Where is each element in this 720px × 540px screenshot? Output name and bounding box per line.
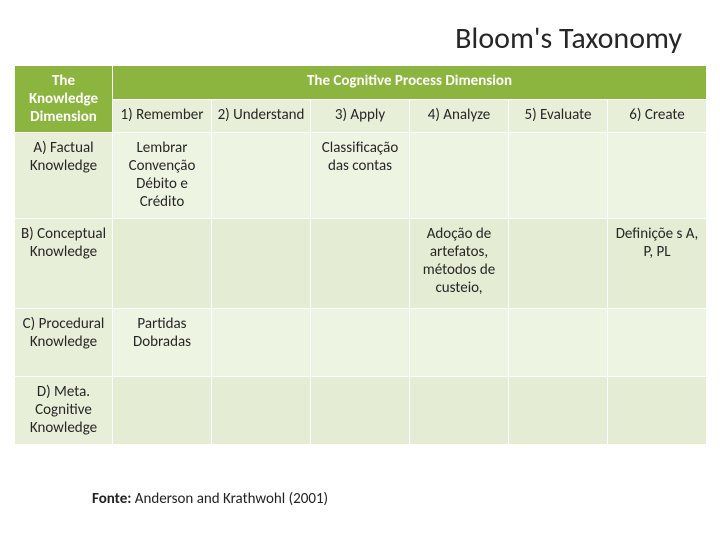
- cell: [113, 377, 212, 445]
- cell: [311, 219, 410, 309]
- col-create: 6) Create: [608, 99, 707, 133]
- knowledge-dimension-header: The Knowledge Dimension: [15, 66, 113, 133]
- cell: Definiçõe s A, P, PL: [608, 219, 707, 309]
- cell: [410, 377, 509, 445]
- cell: [608, 377, 707, 445]
- cell: [311, 377, 410, 445]
- source-citation: Fonte: Anderson and Krathwohl (2001): [92, 490, 328, 508]
- row-label-metacognitive: D) Meta. Cognitive Knowledge: [15, 377, 113, 445]
- source-text: Anderson and Krathwohl (2001): [135, 490, 328, 508]
- table-row: A) Factual Knowledge Lembrar Convenção D…: [15, 133, 707, 219]
- cognitive-dimension-header: The Cognitive Process Dimension: [113, 66, 707, 100]
- col-understand: 2) Understand: [212, 99, 311, 133]
- cell: [509, 219, 608, 309]
- cell: [212, 377, 311, 445]
- cell: [608, 309, 707, 377]
- cell: [212, 309, 311, 377]
- cell: [212, 133, 311, 219]
- taxonomy-table: The Knowledge Dimension The Cognitive Pr…: [14, 65, 707, 445]
- cell: Classificação das contas: [311, 133, 410, 219]
- col-apply: 3) Apply: [311, 99, 410, 133]
- cell: [113, 219, 212, 309]
- cell: [509, 133, 608, 219]
- row-label-procedural: C) Procedural Knowledge: [15, 309, 113, 377]
- table-row: C) Procedural Knowledge Partidas Dobrada…: [15, 309, 707, 377]
- cell: [311, 309, 410, 377]
- cell: [509, 309, 608, 377]
- table-row: B) Conceptual Knowledge Adoção de artefa…: [15, 219, 707, 309]
- table-header-row: The Knowledge Dimension The Cognitive Pr…: [15, 66, 707, 100]
- cell: Partidas Dobradas: [113, 309, 212, 377]
- page-title: Bloom's Taxonomy: [0, 0, 720, 65]
- row-label-factual: A) Factual Knowledge: [15, 133, 113, 219]
- cell: [608, 133, 707, 219]
- col-analyze: 4) Analyze: [410, 99, 509, 133]
- slide: Bloom's Taxonomy The Knowledge Dimension…: [0, 0, 720, 540]
- cell: [212, 219, 311, 309]
- cell: Adoção de artefatos, métodos de custeio,: [410, 219, 509, 309]
- cell: [410, 133, 509, 219]
- table-row: D) Meta. Cognitive Knowledge: [15, 377, 707, 445]
- cell: [410, 309, 509, 377]
- table-subheader-row: 1) Remember 2) Understand 3) Apply 4) An…: [15, 99, 707, 133]
- col-evaluate: 5) Evaluate: [509, 99, 608, 133]
- col-remember: 1) Remember: [113, 99, 212, 133]
- source-label: Fonte:: [92, 490, 135, 508]
- row-label-conceptual: B) Conceptual Knowledge: [15, 219, 113, 309]
- cell: [509, 377, 608, 445]
- cell: Lembrar Convenção Débito e Crédito: [113, 133, 212, 219]
